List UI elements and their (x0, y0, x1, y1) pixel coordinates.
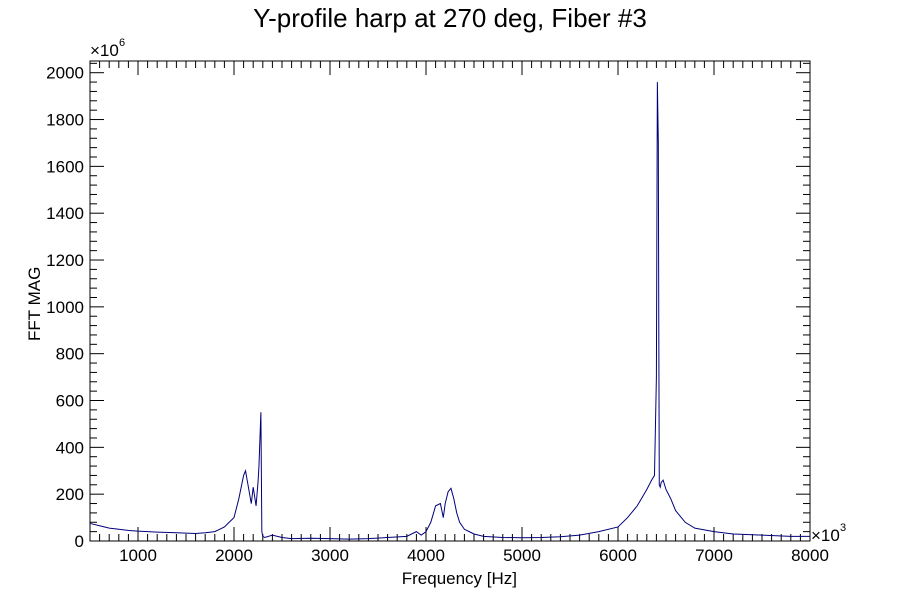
x-multiplier-label: ×10 3 (811, 522, 846, 545)
chart-title: Y-profile harp at 270 deg, Fiber #3 (253, 3, 647, 33)
y-tick-label: 600 (56, 392, 84, 411)
y-axis-title: FFT MAG (25, 267, 44, 341)
x-tick-label: 5000 (503, 546, 541, 565)
series-line (89, 82, 810, 540)
x-tick-label: 2000 (215, 546, 253, 565)
y-multiplier-exponent: 6 (119, 37, 125, 49)
y-tick-label: 1400 (46, 204, 84, 223)
y-tick-label: 200 (56, 485, 84, 504)
y-multiplier-base: ×10 (90, 41, 119, 60)
x-multiplier-exponent: 3 (840, 522, 846, 534)
x-tick-label: 4000 (407, 546, 445, 565)
y-tick-label: 800 (56, 345, 84, 364)
x-axis-ticks (89, 61, 811, 541)
y-tick-label: 1800 (46, 111, 84, 130)
y-tick-label: 1600 (46, 157, 84, 176)
y-tick-label: 2000 (46, 64, 84, 83)
x-axis-tick-labels: 1000 2000 3000 4000 5000 6000 7000 8000 (119, 546, 829, 565)
y-tick-label: 1200 (46, 251, 84, 270)
y-multiplier-label: ×10 6 (90, 37, 125, 60)
x-axis-title: Frequency [Hz] (402, 569, 517, 588)
x-tick-label: 7000 (695, 546, 733, 565)
x-tick-label: 1000 (119, 546, 157, 565)
x-tick-label: 8000 (791, 546, 829, 565)
y-axis-ticks (90, 62, 810, 542)
y-tick-label: 0 (75, 532, 84, 551)
y-tick-label: 1000 (46, 298, 84, 317)
x-tick-label: 6000 (599, 546, 637, 565)
x-tick-label: 3000 (311, 546, 349, 565)
y-tick-label: 400 (56, 438, 84, 457)
y-axis-tick-labels: 0 200 400 600 800 1000 1200 1400 1600 1800 2000 (46, 64, 84, 551)
x-multiplier-base: ×10 (811, 526, 840, 545)
plot-frame (89, 60, 811, 542)
